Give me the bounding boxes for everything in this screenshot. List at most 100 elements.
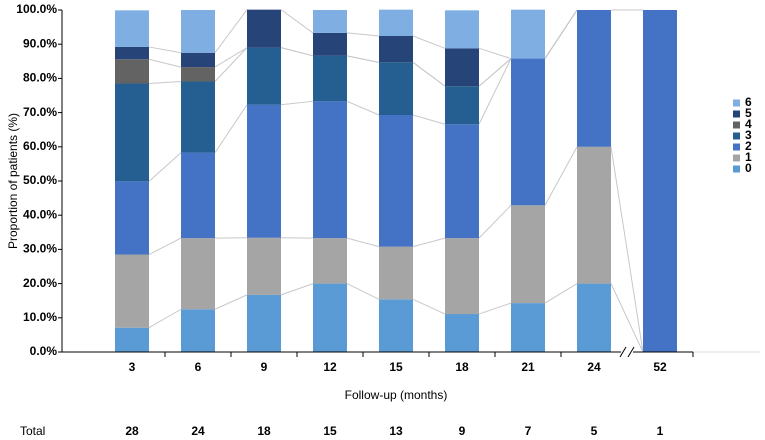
connector [346, 283, 380, 300]
bar-segment [379, 62, 413, 115]
bar-segment [313, 55, 347, 102]
bar-segment [181, 152, 215, 239]
bar-segment [511, 303, 545, 352]
connector [346, 237, 380, 248]
connector [280, 9, 314, 34]
connector [346, 32, 380, 37]
legend-label: 5 [745, 106, 752, 120]
bar-segment [247, 294, 281, 352]
legend-swatch [733, 165, 740, 173]
legend-label: 3 [745, 128, 752, 142]
connector [610, 146, 644, 353]
bar-segment [115, 254, 149, 328]
total-label: 13 [389, 424, 403, 438]
connector [214, 47, 248, 68]
y-tick-label: 90.0% [23, 36, 57, 50]
y-tick-label: 30.0% [23, 242, 57, 256]
bar-segment [247, 47, 281, 105]
x-tick-label: 12 [323, 360, 337, 374]
bar-segment [511, 58, 545, 206]
axis-break [619, 346, 627, 358]
connector [412, 114, 446, 125]
total-label: 7 [525, 424, 532, 438]
legend-label: 1 [745, 150, 752, 164]
bar-segment [181, 10, 215, 53]
connector [346, 100, 380, 116]
bar-segment [445, 314, 479, 352]
bar-segment [445, 86, 479, 125]
legend-swatch [733, 154, 740, 162]
y-tick-label: 10.0% [23, 310, 57, 324]
bar-segment [445, 48, 479, 87]
bar-segment [313, 10, 347, 33]
axis-break [627, 346, 635, 358]
connector [214, 47, 248, 82]
y-tick-label: 70.0% [23, 105, 57, 119]
bar-segment [115, 181, 149, 255]
bar-segment [643, 10, 677, 352]
connector [412, 237, 446, 248]
totals-label: Total [20, 424, 45, 438]
y-tick-label: 50.0% [23, 173, 57, 187]
bar-segment [313, 238, 347, 284]
bar-segment [445, 10, 479, 49]
x-tick-label: 21 [521, 360, 535, 374]
bar-segment [115, 327, 149, 352]
bar-segment [181, 52, 215, 68]
x-tick-label: 15 [389, 360, 403, 374]
bar-segment [247, 9, 281, 48]
connector [544, 283, 578, 304]
y-tick-label: 40.0% [23, 207, 57, 221]
x-tick-label: 3 [129, 360, 136, 374]
y-tick-label: 20.0% [23, 276, 57, 290]
bar-segment [577, 10, 611, 147]
x-tick-label: 18 [455, 360, 469, 374]
bar-segment [379, 9, 413, 36]
connector [280, 100, 314, 106]
connector [148, 58, 182, 68]
connector [478, 58, 512, 125]
connector [280, 47, 314, 57]
connector [544, 9, 578, 59]
connector [412, 35, 446, 49]
bar-segment [577, 283, 611, 352]
connector [148, 237, 182, 255]
connector [214, 9, 248, 54]
x-axis-title: Follow-up (months) [345, 388, 448, 402]
total-label: 18 [257, 424, 271, 438]
legend-swatch [733, 143, 740, 151]
connector [478, 58, 512, 87]
bar-segment [379, 114, 413, 247]
connector [148, 152, 182, 182]
connector [148, 80, 182, 85]
connector [148, 46, 182, 54]
legend-label: 4 [745, 117, 752, 131]
bar-segment [511, 9, 545, 59]
x-tick-label: 6 [195, 360, 202, 374]
connector [478, 204, 512, 239]
bar-segment [181, 238, 215, 310]
y-tick-label: 0.0% [30, 344, 58, 358]
bar-segment [379, 35, 413, 63]
legend-swatch [733, 99, 740, 107]
bar-segment [577, 146, 611, 284]
connector [544, 146, 578, 206]
bar-segment [379, 299, 413, 352]
connector [478, 302, 512, 315]
bar-segment [313, 32, 347, 56]
connector [148, 308, 182, 329]
legend-swatch [733, 121, 740, 129]
x-tick-label: 9 [261, 360, 268, 374]
bar-segment [445, 238, 479, 315]
bar-segment [313, 283, 347, 352]
bar-segment [313, 101, 347, 239]
connector [214, 294, 248, 310]
bar-segment [181, 309, 215, 352]
legend-swatch [733, 110, 740, 118]
bar-segment [379, 246, 413, 300]
legend-label: 6 [745, 95, 752, 109]
total-label: 15 [323, 424, 337, 438]
connector [214, 104, 248, 153]
total-label: 24 [191, 424, 205, 438]
